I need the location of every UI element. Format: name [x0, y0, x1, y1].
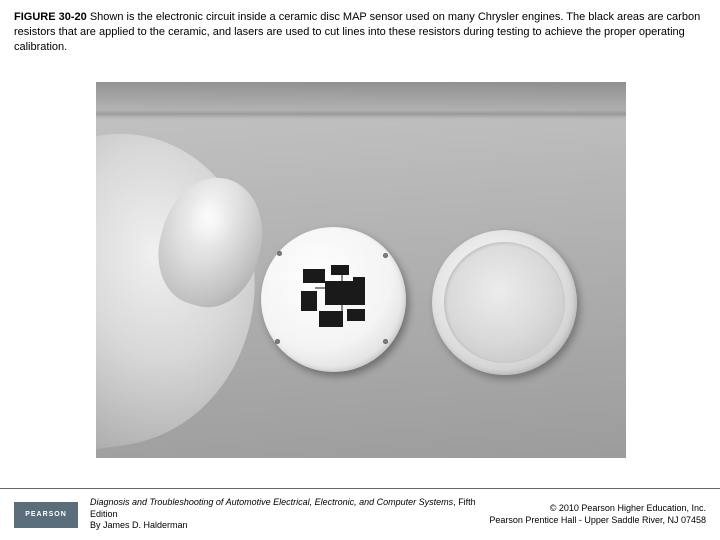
carbon-resistor: [331, 265, 349, 275]
circuit-pattern: [295, 261, 373, 339]
figure-label: FIGURE 30-20: [14, 11, 87, 23]
figure-caption: FIGURE 30-20 Shown is the electronic cir…: [0, 0, 720, 55]
book-author: By James D. Halderman: [90, 520, 188, 530]
surface-crease: [96, 110, 626, 118]
book-title: Diagnosis and Troubleshooting of Automot…: [90, 497, 453, 507]
mount-hole-icon: [275, 339, 280, 344]
figure-caption-text: Shown is the electronic circuit inside a…: [14, 11, 700, 53]
page-footer: PEARSON Diagnosis and Troubleshooting of…: [0, 488, 720, 540]
mount-hole-icon: [383, 253, 388, 258]
book-citation: Diagnosis and Troubleshooting of Automot…: [90, 497, 489, 532]
carbon-resistor: [347, 309, 365, 321]
ceramic-disc-with-circuit: [261, 227, 406, 372]
ceramic-disc-empty: [432, 230, 577, 375]
pearson-logo: PEARSON: [14, 502, 78, 528]
carbon-resistor: [319, 311, 343, 327]
copyright-line: © 2010 Pearson Higher Education, Inc.: [550, 503, 706, 513]
carbon-resistor: [303, 269, 325, 283]
mount-hole-icon: [277, 251, 282, 256]
figure-image: [96, 82, 626, 458]
mount-hole-icon: [383, 339, 388, 344]
ceramic-disc-inner: [444, 242, 565, 363]
carbon-resistor: [301, 291, 317, 311]
carbon-resistor: [325, 281, 355, 305]
copyright-block: © 2010 Pearson Higher Education, Inc. Pe…: [489, 503, 706, 526]
carbon-resistor: [353, 277, 365, 305]
publisher-address: Pearson Prentice Hall - Upper Saddle Riv…: [489, 515, 706, 525]
